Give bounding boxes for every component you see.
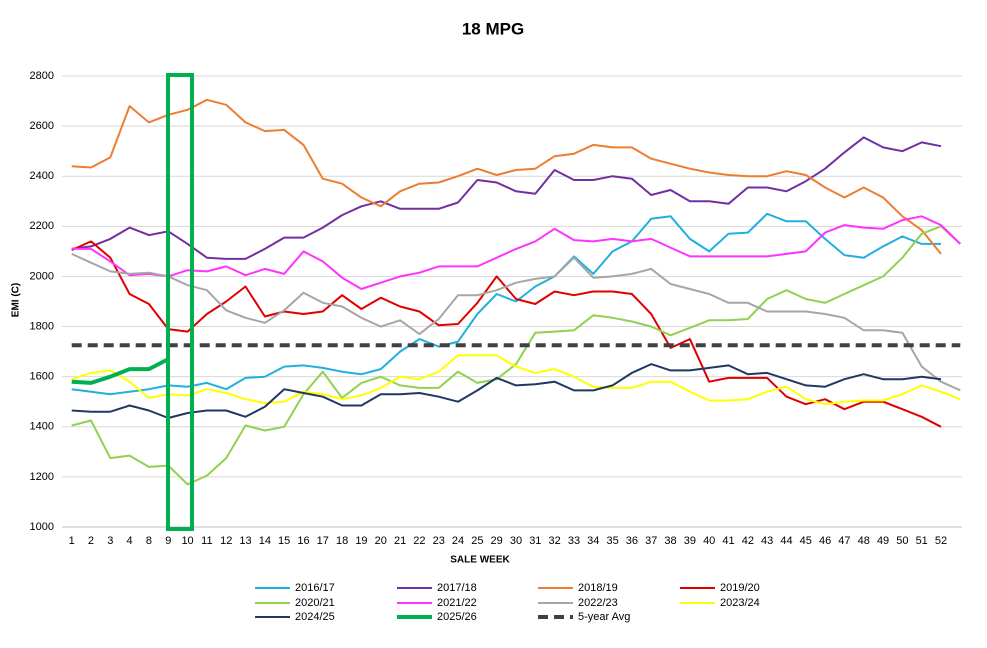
series-line [71,225,961,486]
x-tick-label: 41 [722,535,734,547]
y-tick-label: 2600 [30,120,54,132]
y-axis-title: EMI (C) [11,283,22,317]
series-line [71,98,942,255]
x-tick-label: 52 [935,535,947,547]
x-tick-label: 47 [838,535,850,547]
legend-label: 2023/24 [720,597,760,609]
x-tick-label: 51 [916,535,928,547]
x-tick-label: 19 [355,535,367,547]
x-tick-label: 29 [491,535,503,547]
y-tick-label: 1400 [30,421,54,433]
legend-label: 2018/19 [578,582,618,594]
y-tick-label: 1000 [30,521,54,533]
legend-label: 2024/25 [295,611,335,623]
x-tick-label: 24 [452,535,464,547]
x-tick-label: 12 [220,535,232,547]
x-tick-label: 44 [780,535,792,547]
x-tick-label: 15 [278,535,290,547]
x-axis-title: SALE WEEK [450,555,510,566]
chart-title: 18 MPG [462,19,524,38]
y-tick-label: 1600 [30,371,54,383]
series-line [71,215,961,290]
legend-label: 2021/22 [437,597,477,609]
x-tick-label: 23 [433,535,445,547]
x-tick-label: 20 [375,535,387,547]
x-tick-label: 50 [896,535,908,547]
x-tick-label: 42 [742,535,754,547]
grid: 1000 1200 1400 1600 1800 2000 2200 2400 2600 2800… [30,70,962,547]
x-tick-label: 43 [761,535,773,547]
legend-label: 2017/18 [437,582,477,594]
legend-label: 2020/21 [295,597,335,609]
x-tick-label: 22 [413,535,425,547]
x-tick-label: 40 [703,535,715,547]
y-tick-label: 1800 [30,320,54,332]
legend-label: 2019/20 [720,582,760,594]
series-line [71,363,942,419]
x-tick-label: 36 [626,535,638,547]
x-tick-label: 2 [88,535,94,547]
y-tick-label: 2000 [30,270,54,282]
y-tick-label: 1200 [30,471,54,483]
x-tick-label: 30 [510,535,522,547]
series-line [71,212,941,396]
x-tick-label: 33 [568,535,580,547]
x-tick-label: 21 [394,535,406,547]
x-tick-label: 35 [606,535,618,547]
y-tick-label: 2400 [30,170,54,182]
x-tick-label: 34 [587,535,599,547]
x-tick-label: 46 [819,535,831,547]
x-tick-label: 3 [107,535,113,547]
legend-label: 5-year Avg [578,611,630,623]
x-tick-label: 13 [239,535,251,547]
legend: 2016/17 2017/18 2018/19 2019/20 2020/21 2021/… [255,582,760,623]
x-tick-label: 8 [146,535,152,547]
x-tick-label: 16 [297,535,309,547]
x-tick-label: 45 [800,535,812,547]
x-tick-label: 48 [858,535,870,547]
series-line [71,354,961,406]
x-tick-label: 32 [549,535,561,547]
x-tick-label: 37 [645,535,657,547]
x-tick-label: 25 [471,535,483,547]
x-tick-label: 49 [877,535,889,547]
x-tick-label: 31 [529,535,541,547]
y-tick-label: 2800 [30,70,54,82]
x-tick-label: 9 [165,535,171,547]
legend-label: 2022/23 [578,597,618,609]
series-line [71,136,942,260]
x-tick-label: 17 [317,535,329,547]
x-tick-label: 38 [664,535,676,547]
plot [71,98,961,486]
legend-label: 2025/26 [437,611,477,623]
highlight-box [166,73,194,531]
y-tick-label: 2200 [30,220,54,232]
x-tick-label: 4 [127,535,133,547]
series-line [71,357,170,385]
x-tick-label: 1 [69,535,75,547]
x-tick-label: 10 [181,535,193,547]
x-tick-label: 14 [259,535,271,547]
legend-label: 2016/17 [295,582,335,594]
series-line [71,252,961,392]
series-line [71,240,942,428]
x-tick-label: 18 [336,535,348,547]
x-tick-label: 11 [201,535,212,547]
x-tick-label: 39 [684,535,696,547]
